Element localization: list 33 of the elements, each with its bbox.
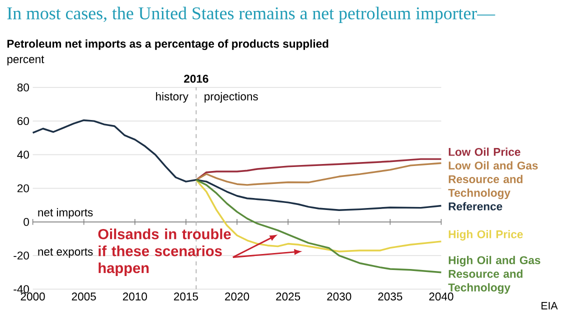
- x-tick-label: 2035: [378, 292, 402, 300]
- y-tick-label: 0: [24, 218, 29, 226]
- x-tick-label: 2040: [429, 292, 454, 300]
- x-tick-label: 2015: [174, 292, 198, 300]
- x-tick-label: 2030: [327, 292, 352, 300]
- annotation: Oilsands in trouble if these scenarios happen: [98, 228, 231, 276]
- x-tick-label: 2025: [276, 292, 300, 300]
- annotation: net imports: [38, 208, 93, 219]
- series-label: High Oil and Gas Resource and Technology: [448, 256, 540, 294]
- y-tick-label: -40: [14, 285, 29, 294]
- y-tick-label: -20: [14, 252, 29, 260]
- line-series: [195, 162, 442, 186]
- y-axis-title: percent: [7, 56, 44, 66]
- y-tick-label: 60: [17, 117, 29, 126]
- x-tick-label: 2010: [122, 292, 147, 300]
- chart-subtitle: Petroleum net imports as a percentage of products supplied: [7, 39, 328, 50]
- x-tick-label: 2020: [225, 292, 250, 300]
- annotation: history: [156, 92, 188, 103]
- line-series: [195, 158, 442, 181]
- text: EIA: [542, 302, 558, 310]
- series-label: Low Oil and Gas Resource and Technology: [448, 161, 538, 200]
- series-label: Reference: [448, 202, 502, 210]
- y-tick-label: 80: [17, 83, 29, 92]
- annotation: net exports: [38, 248, 93, 258]
- x-tick-label: 2000: [20, 292, 45, 300]
- y-tick-label: 20: [17, 184, 29, 192]
- y-tick-label: 40: [17, 150, 29, 159]
- ref-line-label: 2016: [184, 74, 208, 83]
- series-label: High Oil Price: [448, 230, 523, 241]
- series-label: Low Oil Price: [448, 148, 520, 156]
- chart-title: In most cases, the United States remains a net petroleum importer—: [7, 6, 496, 23]
- x-tick-label: 2005: [72, 292, 96, 300]
- annotation: projections: [204, 92, 258, 103]
